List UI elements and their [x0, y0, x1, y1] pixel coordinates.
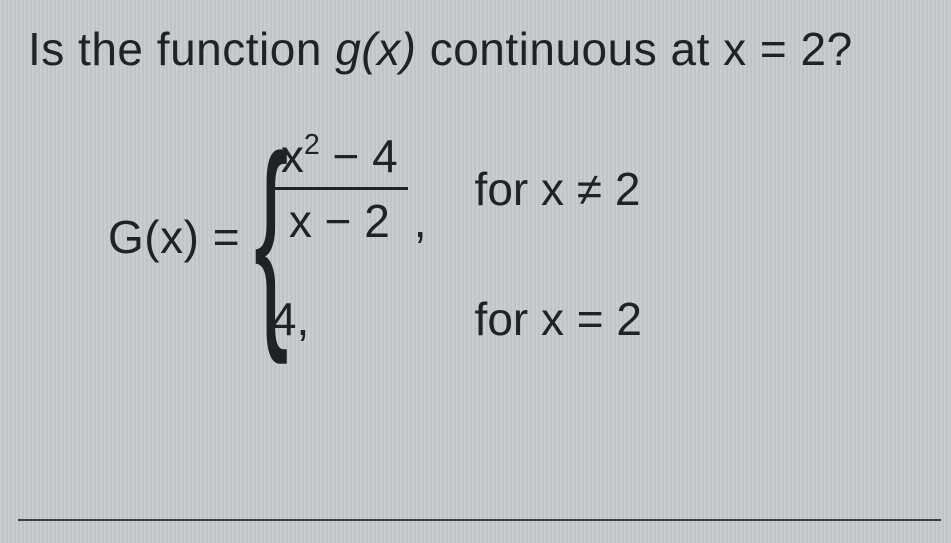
case2-expression: 4,	[271, 292, 427, 346]
fraction: x2 − 4 x − 2	[271, 127, 408, 250]
problem-card: Is the function g(x) continuous at x = 2…	[0, 0, 951, 346]
num-exp: 2	[304, 129, 320, 161]
question-mid: continuous at	[416, 23, 723, 75]
question-prefix: Is the function	[28, 23, 335, 75]
denominator: x − 2	[279, 192, 400, 250]
case1-comma: ,	[414, 194, 427, 248]
fraction-bar	[271, 187, 408, 190]
question-point: x = 2?	[723, 23, 853, 75]
question-text: Is the function g(x) continuous at x = 2…	[28, 22, 923, 77]
num-rest: − 4	[320, 130, 398, 182]
cases-grid: x2 − 4 x − 2 , for x ≠ 2 4, for x = 2	[271, 127, 642, 346]
piecewise-definition: G(x) = { x2 − 4 x − 2 , for x ≠ 2 4, for…	[108, 127, 923, 346]
question-fn: g(x)	[335, 23, 416, 75]
numerator: x2 − 4	[271, 127, 408, 185]
case1-condition: for x ≠ 2	[475, 162, 642, 216]
horizontal-rule	[18, 519, 941, 521]
case1-expression: x2 − 4 x − 2 ,	[271, 127, 427, 250]
case2-condition: for x = 2	[475, 292, 642, 346]
left-brace: {	[254, 147, 289, 326]
definition-lhs: G(x) =	[108, 210, 240, 264]
